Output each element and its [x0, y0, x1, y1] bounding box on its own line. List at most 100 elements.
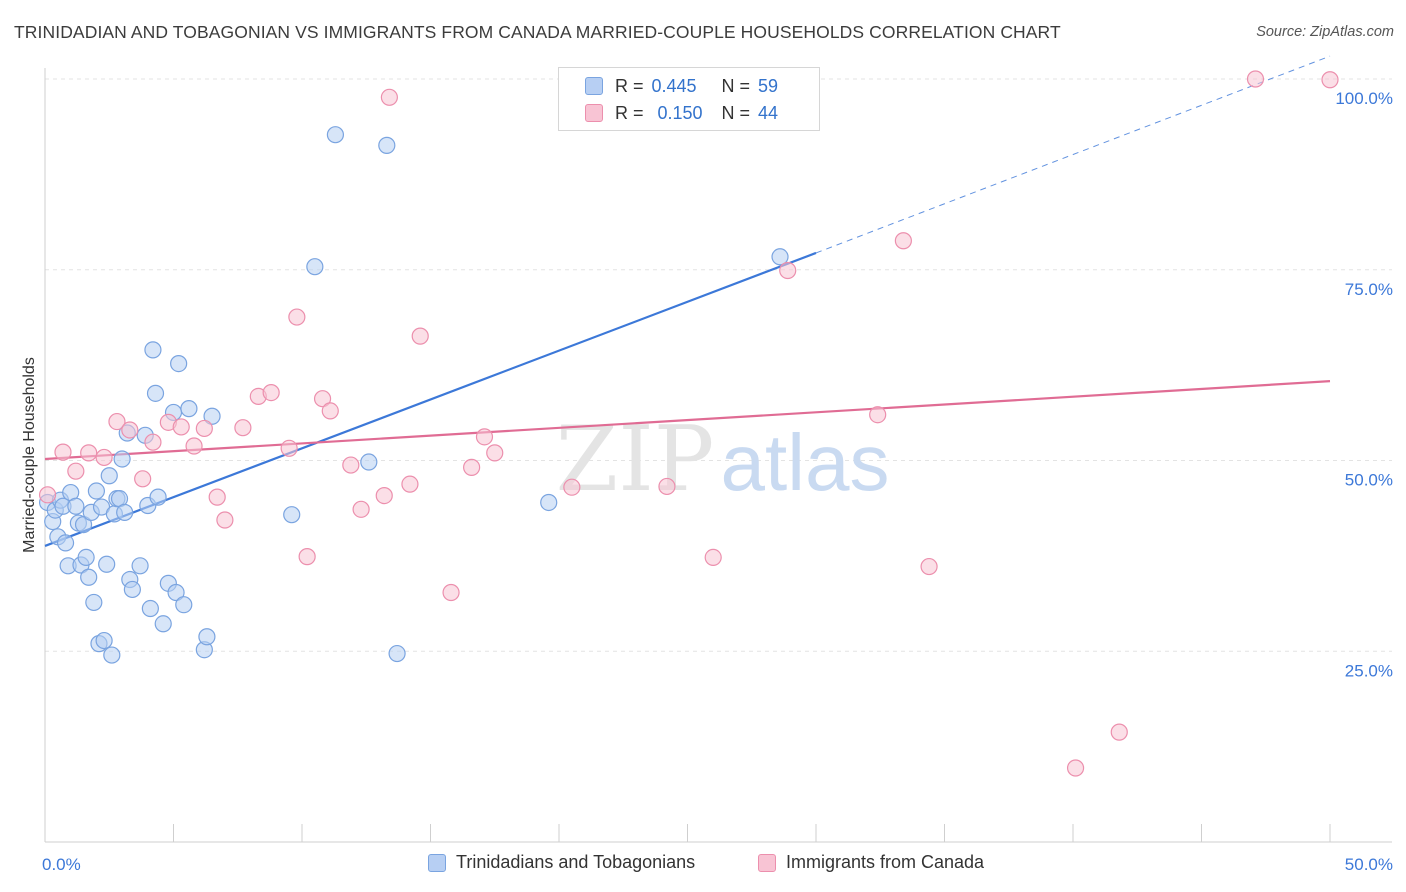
trend-line-extension	[815, 55, 1331, 254]
data-point	[401, 475, 419, 493]
x-tick-label: 0.0%	[42, 855, 81, 874]
data-point	[154, 615, 172, 633]
data-point	[378, 136, 396, 154]
y-tick-label: 100.0%	[1335, 89, 1393, 108]
series-legend: Trinidadians and Tobagonians Immigrants …	[0, 852, 1406, 876]
data-point	[894, 232, 912, 250]
data-point	[298, 548, 316, 566]
legend-n-label: N =	[721, 75, 751, 96]
legend-n-value: 44	[758, 102, 779, 123]
data-point	[54, 443, 72, 461]
data-point	[306, 258, 324, 276]
stats-legend: R = 0.445 N = 59 R = 0.150 N = 44	[558, 67, 820, 131]
data-point	[313, 390, 332, 408]
data-point	[175, 596, 193, 614]
data-point	[388, 644, 406, 663]
x-tick-label: 50.0%	[1345, 855, 1393, 874]
data-point	[411, 327, 429, 345]
data-point	[1246, 70, 1265, 88]
legend-swatch-pink	[758, 853, 776, 872]
legend-swatch-blue	[428, 853, 446, 872]
data-point	[442, 583, 460, 602]
y-tick-label: 25.0%	[1345, 661, 1393, 680]
data-point	[352, 500, 370, 518]
y-tick-label: 75.0%	[1345, 280, 1393, 299]
data-point	[113, 450, 131, 468]
data-point	[280, 439, 298, 457]
data-point	[1066, 759, 1085, 777]
data-point	[95, 448, 113, 467]
trend-lines	[44, 55, 1331, 547]
data-point	[167, 583, 185, 602]
data-point	[360, 453, 378, 471]
data-point	[486, 444, 504, 462]
data-point	[198, 628, 216, 646]
data-point	[262, 383, 280, 402]
watermark-zip: ZIP	[556, 407, 715, 512]
axes	[44, 68, 1392, 843]
data-point	[771, 248, 789, 266]
data-point	[1110, 723, 1128, 741]
legend-swatch-blue	[585, 77, 603, 95]
legend-item-canada: Immigrants from Canada	[758, 852, 984, 873]
watermark-atlas: atlas	[721, 418, 890, 507]
data-point	[98, 555, 116, 573]
data-point	[208, 488, 226, 506]
data-point	[475, 428, 494, 446]
data-point	[326, 126, 345, 144]
legend-swatch-pink	[585, 104, 603, 122]
data-point	[121, 421, 139, 439]
data-point	[463, 458, 481, 476]
data-point	[85, 593, 103, 612]
trend-line	[44, 251, 817, 547]
data-point	[869, 406, 887, 424]
data-point	[103, 646, 121, 664]
data-point	[67, 497, 85, 515]
data-point	[56, 534, 75, 552]
data-point	[146, 384, 165, 402]
data-point	[141, 599, 159, 618]
data-points	[38, 70, 1339, 777]
data-point	[779, 261, 797, 280]
data-point	[87, 482, 106, 500]
data-point	[704, 548, 722, 567]
source-credit: Source: ZipAtlas.com	[1256, 24, 1394, 40]
data-point	[216, 511, 234, 529]
data-point	[95, 631, 113, 650]
legend-n-value: 59	[758, 75, 779, 96]
data-point	[563, 478, 581, 496]
data-point	[149, 488, 167, 506]
legend-r-label: R =	[615, 102, 644, 123]
data-point	[283, 506, 301, 524]
legend-n-label: N =	[721, 102, 751, 123]
data-point	[80, 568, 98, 586]
data-point	[100, 467, 118, 485]
data-point	[195, 419, 213, 438]
grid-lines	[45, 78, 1392, 652]
data-point	[134, 470, 152, 488]
legend-label: Immigrants from Canada	[786, 852, 985, 872]
legend-r-label: R =	[615, 75, 644, 96]
data-point	[180, 400, 198, 418]
data-point	[123, 580, 141, 599]
legend-r-value: 0.445	[651, 75, 697, 96]
data-point	[288, 308, 306, 326]
data-point	[172, 418, 190, 436]
legend-row-canada: R = 0.150 N = 44	[585, 101, 778, 125]
data-point	[342, 456, 360, 474]
data-point	[185, 437, 203, 455]
data-point	[170, 354, 188, 373]
data-point	[38, 486, 57, 504]
legend-label: Trinidadians and Tobagonians	[456, 852, 696, 872]
data-point	[108, 412, 126, 431]
data-point	[658, 477, 676, 496]
data-point	[321, 402, 339, 420]
chart-title: TRINIDADIAN AND TOBAGONIAN VS IMMIGRANTS…	[14, 22, 1061, 42]
data-point	[380, 88, 398, 106]
data-point	[80, 444, 98, 462]
data-point	[1321, 71, 1339, 89]
data-point	[234, 419, 252, 437]
legend-item-trinidadians: Trinidadians and Tobagonians	[428, 852, 695, 873]
data-point	[540, 493, 558, 512]
data-point	[375, 486, 393, 505]
